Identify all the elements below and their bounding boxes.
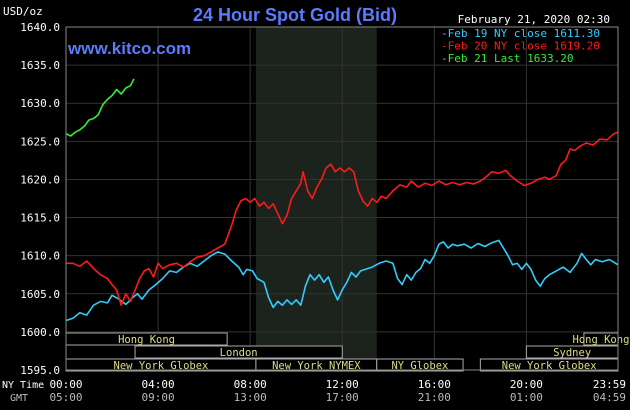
y-axis-ticks: 1595.0 1600.0 1605.0 1610.0 1615.0 1620.0 1625… [20, 21, 60, 377]
y-tick-label: 1640.0 [20, 21, 60, 34]
x-tick-label-gmt: 04:59 [593, 391, 626, 404]
plot-frame [65, 26, 619, 371]
y-tick-label: 1595.0 [20, 364, 60, 377]
x-tick-label-ny: 20:00 [510, 378, 543, 391]
y-tick-label: 1600.0 [20, 326, 60, 339]
legend-entry: -Feb 20 NY close 1619.20 [441, 40, 600, 53]
price-series [65, 78, 619, 322]
nymex-shaded-region [255, 27, 377, 370]
session-label: Sydney [553, 347, 591, 359]
y-tick-label: 1635.0 [20, 59, 60, 72]
x-tick-label-ny: 04:00 [142, 378, 175, 391]
x-tick-label-gmt: 17:00 [326, 391, 359, 404]
x-tick-label-gmt: 09:00 [142, 391, 175, 404]
session-bar [134, 345, 343, 359]
session-label: New York Globex [114, 360, 209, 372]
chart-date: February 21, 2020 02:30 [458, 13, 610, 26]
y-tick-label: 1630.0 [20, 97, 60, 110]
chart-title: 24 Hour Spot Gold (Bid) [193, 5, 397, 25]
y-tick-label: 1605.0 [20, 288, 60, 301]
series-line-feb-19 [65, 239, 619, 322]
y-tick-label: 1625.0 [20, 135, 60, 148]
series-line-feb-20 [66, 131, 619, 306]
y-tick-label: 1610.0 [20, 250, 60, 263]
session-label: Hong Kong [573, 334, 630, 346]
gmt-label: GMT [10, 393, 28, 404]
x-tick-label-gmt: 21:00 [418, 391, 451, 404]
x-tick-label-ny: 12:00 [326, 378, 359, 391]
x-tick-label-ny: 00:00 [49, 378, 82, 391]
x-tick-label-ny: 08:00 [234, 378, 267, 391]
x-tick-label-ny: 23:59 [593, 378, 626, 391]
x-tick-label-gmt: 05:00 [49, 391, 82, 404]
brand-link[interactable]: www.kitco.com [67, 39, 191, 58]
session-label: New York Globex [502, 360, 597, 372]
x-tick-label-gmt: 13:00 [234, 391, 267, 404]
session-label: NY Globex [391, 360, 448, 372]
x-tick-label-gmt: 01:00 [510, 391, 543, 404]
session-label: London [220, 347, 258, 359]
ny-time-label: NY Time [2, 380, 44, 391]
session-label: Hong Kong [118, 334, 175, 346]
legend-entry: -Feb 21 Last 1633.20 [441, 52, 573, 65]
y-tick-label: 1620.0 [20, 173, 60, 186]
legend: -Feb 19 NY close 1611.30-Feb 20 NY close… [441, 27, 600, 65]
legend-entry: -Feb 19 NY close 1611.30 [441, 27, 600, 40]
y-axis-units: USD/oz [3, 5, 43, 18]
session-label: New York NYMEX [272, 360, 361, 372]
series-line-feb-21 [65, 78, 135, 137]
session-bar [376, 358, 464, 372]
y-tick-label: 1615.0 [20, 212, 60, 225]
x-tick-label-ny: 16:00 [418, 378, 451, 391]
